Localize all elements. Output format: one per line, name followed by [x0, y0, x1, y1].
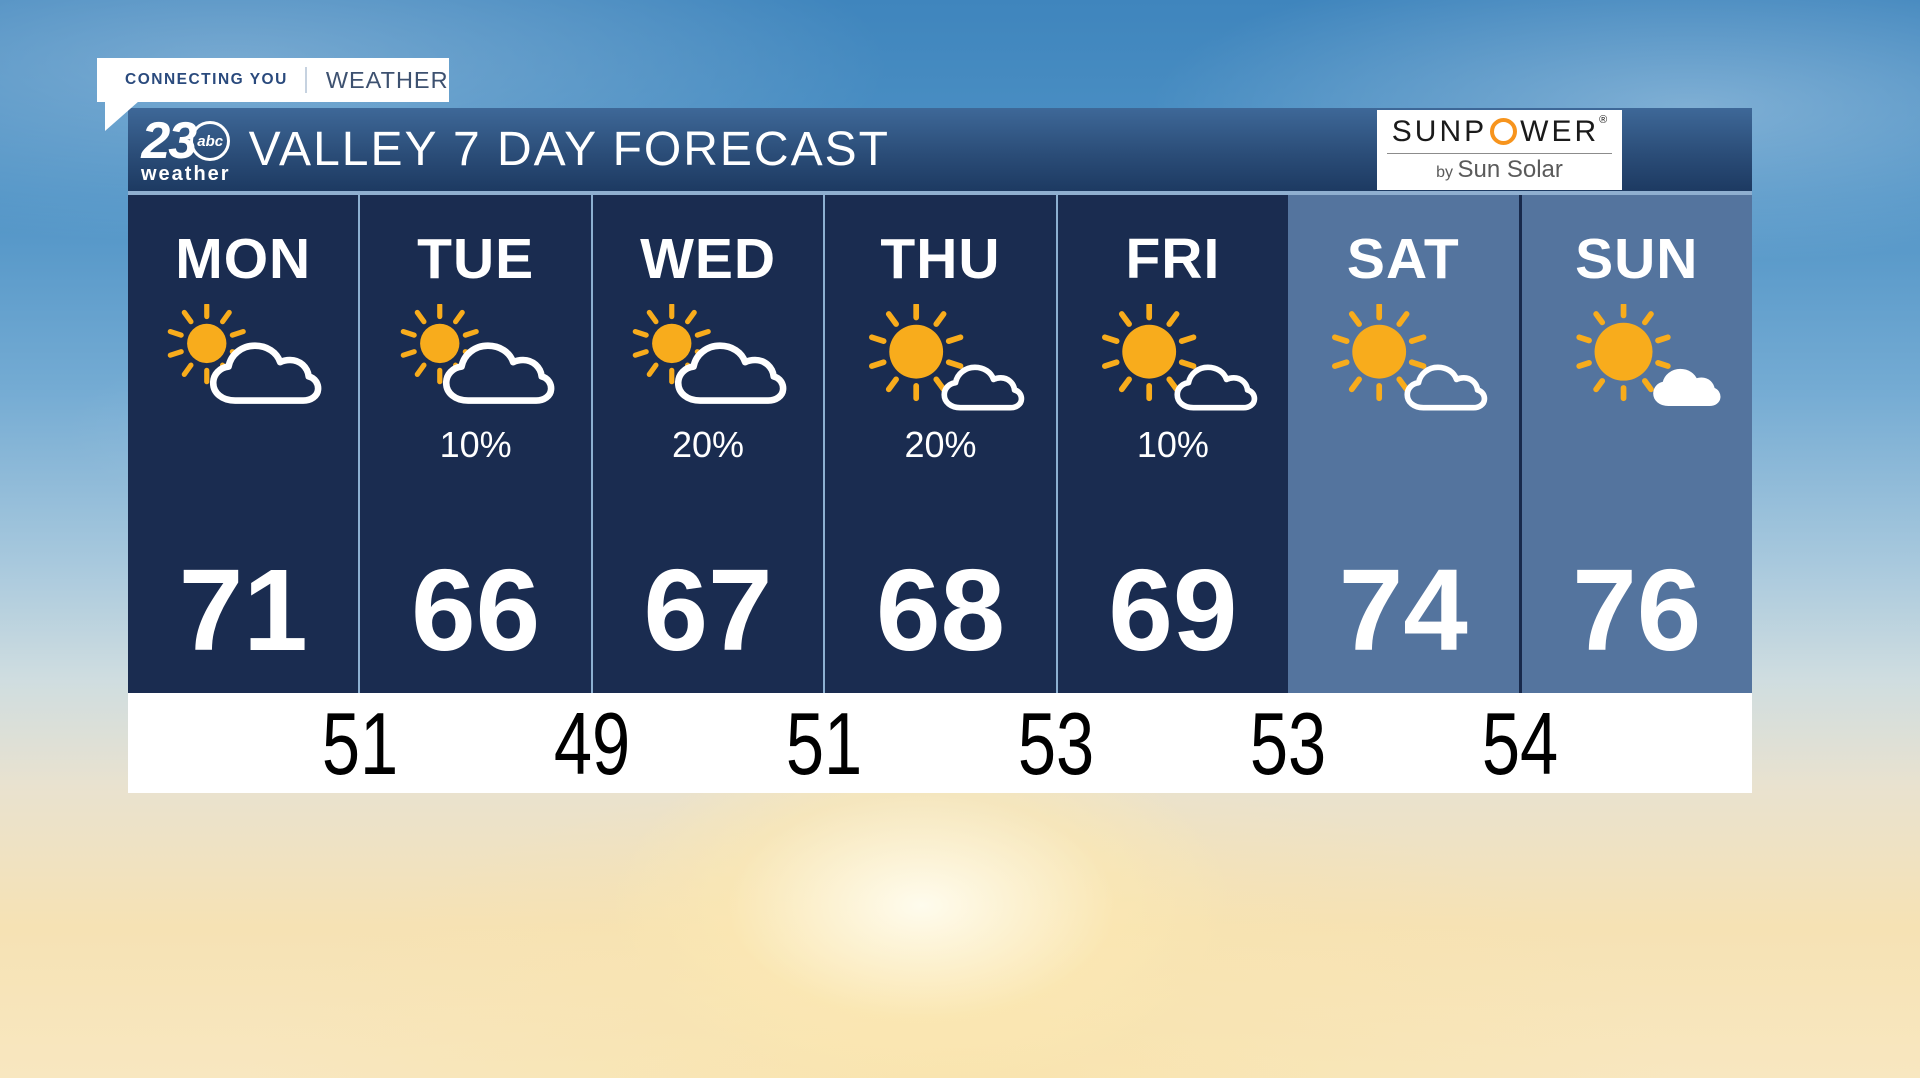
forecast-column-thu: THU 20% 68: [823, 195, 1056, 693]
sunpower-name-pre: SUNP: [1391, 114, 1488, 148]
day-label: WED: [640, 227, 777, 291]
low-temp: 51: [785, 694, 863, 793]
low-temp: 51: [321, 694, 399, 793]
sunpower-o-icon: [1490, 118, 1518, 145]
weather-icon-slot: [1315, 304, 1491, 422]
low-temp: 54: [1481, 694, 1559, 793]
high-temp: 74: [1338, 545, 1468, 676]
badge-connecting-you-label: CONNECTING YOU: [125, 71, 288, 88]
lows-strip: 51 49 51 53 53 54: [128, 693, 1752, 793]
forecast-column-mon: MON 71: [128, 195, 359, 693]
partly-cloudy-icon: [632, 304, 787, 404]
forecast-panel: 23 abc weather VALLEY 7 DAY FORECAST SUN…: [128, 108, 1752, 793]
badge-weather-label: WEATHER: [325, 66, 449, 93]
connecting-you-badge: CONNECTING YOU WEATHER: [97, 58, 449, 131]
partly-cloudy-icon: [167, 304, 322, 404]
mostly-sunny-icon: [1101, 304, 1258, 411]
forecast-column-wed: WED 20% 67: [590, 195, 824, 693]
forecast-title: VALLEY 7 DAY FORECAST: [248, 122, 890, 176]
forecast-columns: MON 71 TUE 10% 66 WED 20% 67 THU 20% 68 FRI 10% 69 SAT…: [128, 195, 1752, 693]
header-bar: 23 abc weather VALLEY 7 DAY FORECAST SUN…: [128, 108, 1752, 195]
forecast-column-sat: SAT 74: [1288, 195, 1519, 693]
day-label: MON: [175, 227, 312, 291]
weather-icon-slot: [1085, 304, 1261, 422]
day-label: THU: [880, 227, 1001, 291]
weather-icon-slot: [852, 304, 1028, 422]
day-label: TUE: [417, 227, 535, 291]
abc-network-icon: abc: [190, 121, 231, 161]
weather-icon-slot: [388, 304, 564, 422]
mostly-sunny-icon: [869, 304, 1025, 411]
station-weather-label: weather: [141, 163, 231, 185]
sunny-with-cloud-icon: [1576, 304, 1721, 407]
badge-divider: [304, 67, 307, 93]
day-label: FRI: [1125, 227, 1221, 291]
sponsor-divider: [1387, 152, 1612, 154]
high-temp: 71: [178, 545, 308, 676]
sponsor-byline: by Sun Solar: [1377, 155, 1622, 183]
weather-icon-slot: [620, 304, 796, 422]
sponsor-card: SUNP WER ® by Sun Solar: [1377, 109, 1622, 190]
high-temp: 69: [1108, 545, 1238, 676]
precip-chance: 20%: [904, 424, 977, 465]
forecast-column-tue: TUE 10% 66: [358, 195, 591, 693]
mostly-sunny-icon: [1332, 304, 1488, 411]
forecast-column-sun: SUN 76: [1518, 195, 1752, 693]
station-number: 23: [141, 112, 197, 170]
precip-chance: 10%: [439, 424, 512, 465]
abc-network-label: abc: [197, 132, 224, 150]
weather-icon-slot: [155, 304, 331, 422]
sunpower-logo: SUNP WER ®: [1377, 113, 1622, 148]
sunpower-name-post: WER: [1520, 114, 1600, 148]
low-temp: 53: [1249, 694, 1327, 793]
registered-trademark-icon: ®: [1599, 113, 1608, 126]
sponsor-byline-name: Sun Solar: [1457, 155, 1563, 183]
high-temp: 68: [875, 545, 1005, 676]
station-logo-row: 23 abc: [141, 112, 231, 170]
day-label: SUN: [1575, 227, 1699, 291]
low-temp: 53: [1017, 694, 1095, 793]
sponsor-byline-prefix: by: [1436, 163, 1454, 181]
day-label: SAT: [1346, 227, 1460, 291]
forecast-column-fri: FRI 10% 69: [1055, 195, 1289, 693]
station-logo: 23 abc weather: [141, 115, 231, 184]
precip-chance: 10%: [1136, 424, 1209, 465]
partly-cloudy-icon: [400, 304, 554, 404]
low-temp: 49: [553, 694, 631, 793]
high-temp: 76: [1572, 545, 1702, 676]
high-temp: 66: [411, 545, 541, 676]
precip-chance: 20%: [672, 424, 745, 465]
high-temp: 67: [643, 545, 773, 676]
weather-icon-slot: [1549, 304, 1725, 422]
